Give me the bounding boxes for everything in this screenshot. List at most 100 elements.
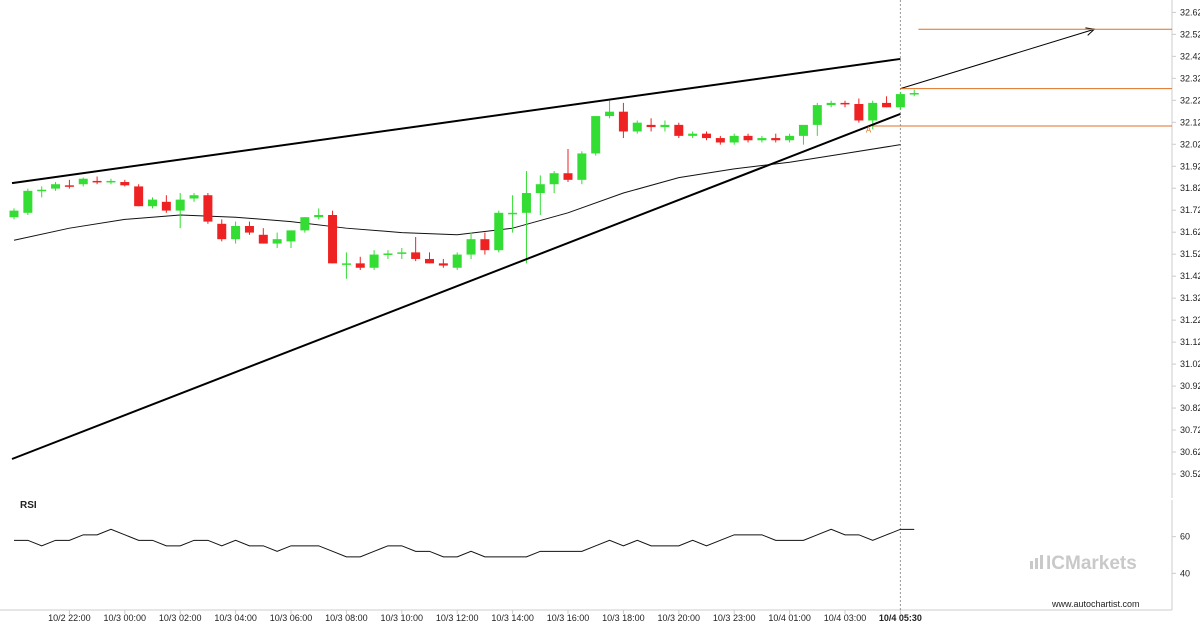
candle (674, 122, 684, 139)
candle (743, 133, 753, 143)
candle (715, 135, 725, 145)
rsi-title: RSI (20, 500, 37, 511)
candle (909, 89, 919, 97)
price-tick-label: 31.5217 (1180, 249, 1200, 259)
candle-body (258, 234, 268, 244)
candle (508, 195, 518, 233)
time-tick-label: 10/3 23:00 (713, 613, 756, 623)
candle (189, 193, 199, 202)
candle (895, 91, 905, 110)
candle (563, 149, 573, 183)
candle (840, 100, 850, 108)
candle-body (688, 133, 698, 136)
candle (438, 258, 448, 268)
candle (785, 133, 795, 143)
pattern-point-label: A (866, 126, 872, 135)
candle (812, 102, 822, 136)
icmarkets-watermark: ICMarkets (1030, 553, 1137, 574)
candle (161, 195, 171, 213)
candle-body (563, 173, 573, 180)
time-tick-label: 10/3 20:00 (658, 613, 701, 623)
candle-body (355, 263, 365, 268)
price-tick-label: 32.3217 (1180, 73, 1200, 83)
candle (771, 133, 781, 143)
candle (480, 232, 490, 255)
candle-body (785, 135, 795, 141)
price-tick-label: 31.4217 (1180, 271, 1200, 281)
axes (0, 0, 1173, 611)
price-tick-label: 30.9217 (1180, 381, 1200, 391)
candle-body (757, 138, 767, 141)
candle (452, 252, 462, 270)
candle (355, 256, 365, 270)
rsi-tick-label: 60 (1180, 532, 1190, 542)
moving-average-line (13, 144, 901, 241)
candle (244, 221, 254, 235)
candle-body (51, 184, 61, 189)
candle-body (369, 254, 379, 268)
candle-body (868, 102, 878, 121)
candle (217, 219, 227, 242)
bars-logo-icon (1030, 555, 1043, 569)
candle (549, 171, 559, 194)
price-tick-label: 30.7217 (1180, 425, 1200, 435)
candle-body (286, 230, 296, 242)
candle (37, 186, 47, 198)
candle-body (729, 135, 739, 143)
candle-body (577, 153, 587, 180)
candle-body (632, 122, 642, 132)
candle (798, 124, 808, 145)
candle-body (411, 252, 421, 259)
candle (632, 120, 642, 134)
candle-body (203, 195, 213, 222)
candle-body (660, 124, 670, 128)
candle (341, 252, 351, 279)
candle-body (189, 195, 199, 199)
candle (466, 232, 476, 259)
candle-body (175, 199, 185, 211)
candle-body (106, 180, 116, 183)
candle-body (812, 105, 822, 125)
candle (9, 208, 19, 220)
price-levels: A (866, 28, 1172, 135)
price-tick-label: 32.2217 (1180, 95, 1200, 105)
trendlines (11, 27, 1096, 460)
candle (23, 188, 33, 216)
price-axis-labels: 32.6217 32.5217 32.4217 32.3217 32.2217 32.12… (1172, 7, 1200, 479)
candle-body (9, 210, 19, 218)
candle-body (64, 185, 74, 187)
time-tick-label: 10/3 16:00 (547, 613, 590, 623)
candle-body (771, 138, 781, 141)
candle-body (535, 184, 545, 194)
candle-body (743, 135, 753, 141)
candle (425, 252, 434, 264)
candle (411, 236, 421, 262)
candle (328, 210, 338, 264)
rsi-line (14, 528, 915, 558)
candle-body (134, 186, 144, 207)
candle-body (591, 116, 601, 154)
candle (383, 250, 393, 259)
candle (826, 100, 836, 108)
candle (494, 210, 504, 253)
candle-body (383, 253, 393, 255)
candle (618, 102, 628, 139)
candle (314, 208, 324, 220)
candle-body (23, 190, 33, 213)
candle (120, 179, 130, 187)
candle-body (882, 102, 892, 108)
candle (106, 178, 116, 185)
time-tick-label: 10/4 01:00 (768, 613, 811, 623)
candle-body (826, 102, 836, 106)
candle (272, 232, 282, 248)
time-tick-label: 10/4 03:00 (824, 613, 867, 623)
candles (9, 89, 919, 279)
candle-body (715, 138, 725, 143)
candle-body (231, 225, 241, 240)
price-tick-label: 32.6217 (1180, 7, 1200, 17)
candle (702, 131, 711, 141)
candle (577, 151, 587, 185)
candle (78, 177, 88, 187)
price-tick-label: 31.1217 (1180, 337, 1200, 347)
